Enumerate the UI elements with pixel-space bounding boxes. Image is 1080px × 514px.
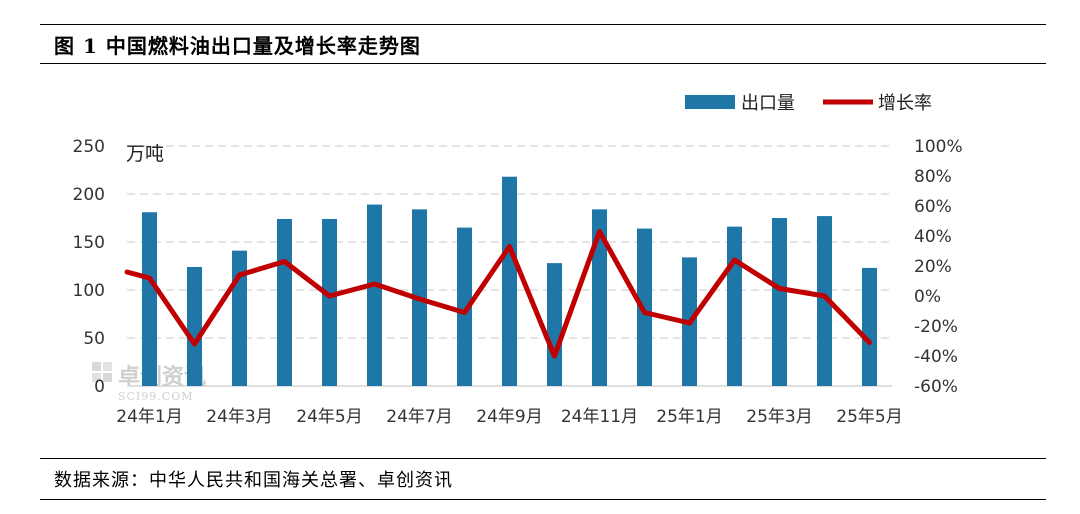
bar [277,218,292,386]
bar-series [142,176,877,386]
left-axis-ticks: 0 50 100 150 200 250 [73,137,105,397]
right-tick-label: 100% [914,137,963,157]
x-tick-label: 24年1月 [116,407,182,427]
x-tick-label: 25年3月 [746,407,812,427]
line-series [124,229,872,359]
data-source: 数据来源：中华人民共和国海关总署、卓创资讯 [54,470,453,491]
left-tick-label: 250 [73,137,105,157]
bar [547,263,562,386]
bar [187,266,202,386]
bar [637,228,652,386]
x-tick-label: 24年5月 [296,407,362,427]
left-tick-label: 100 [73,281,105,301]
x-tick-label: 25年5月 [836,407,902,427]
right-tick-label: -60% [914,377,958,397]
left-axis-unit: 万吨 [126,143,164,165]
right-tick-label: 20% [914,257,952,277]
x-tick-label: 24年11月 [561,407,638,427]
bar [367,204,382,386]
bar [817,216,832,386]
x-tick-label: 25年1月 [656,407,722,427]
x-tick-label: 24年9月 [476,407,542,427]
x-tick-label: 24年7月 [386,407,452,427]
right-axis-ticks: -60% -40% -20% 0% 20% 40% 60% 80% 100% [914,137,963,397]
watermark-site: SCI99.COM [118,390,194,403]
right-tick-label: 0% [914,287,941,307]
right-tick-label: -40% [914,347,958,367]
left-tick-label: 150 [73,233,105,253]
right-tick-label: 80% [914,167,952,187]
chart-title: 图 1 中国燃料油出口量及增长率走势图 [54,33,421,58]
watermark-logo-icon [92,362,112,382]
bar [772,218,787,386]
bar [727,226,742,386]
title-bar: 图 1 中国燃料油出口量及增长率走势图 [40,24,1046,64]
left-tick-label: 200 [73,185,105,205]
bar [502,176,517,386]
bar [862,267,877,386]
bar [457,227,472,386]
bar [142,212,157,386]
right-tick-label: 60% [914,197,952,217]
right-tick-label: 40% [914,227,952,247]
legend-bar-label: 出口量 [741,93,795,114]
x-tick-label: 24年3月 [206,407,272,427]
right-tick-label: -20% [914,317,958,337]
source-bar: 数据来源：中华人民共和国海关总署、卓创资讯 [40,458,1046,500]
left-tick-label: 0 [94,377,105,397]
left-tick-label: 50 [83,329,105,349]
legend: 出口量 增长率 [685,93,932,114]
x-axis-ticks: 24年1月 24年3月 24年5月 24年7月 24年9月 24年11月 25年1月 25年3… [116,407,902,427]
bar [322,218,337,386]
legend-bar-swatch [685,95,735,109]
growth-rate-line [124,229,872,359]
legend-line-label: 增长率 [878,93,932,114]
bar [592,209,607,386]
